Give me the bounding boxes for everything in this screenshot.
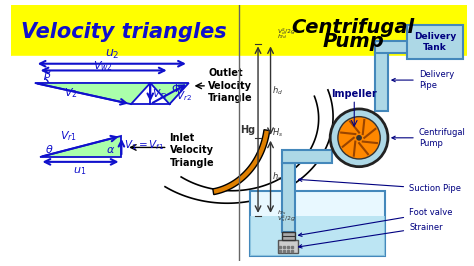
Text: $\theta$: $\theta$ [45, 143, 54, 155]
Polygon shape [40, 136, 121, 157]
Circle shape [338, 117, 380, 159]
Text: $u_2$: $u_2$ [105, 48, 119, 61]
Text: $V_{r1}$: $V_{r1}$ [60, 129, 77, 143]
Text: $V_1=V_{f1}$: $V_1=V_{f1}$ [124, 139, 164, 152]
Bar [250, 216, 385, 256]
Text: Hg: Hg [240, 125, 255, 135]
Text: $h_d$: $h_d$ [273, 84, 283, 97]
Bar [375, 41, 441, 53]
Polygon shape [213, 130, 270, 195]
Text: Strainer: Strainer [299, 223, 443, 248]
Text: $V_d^2/2g$: $V_d^2/2g$ [277, 26, 296, 37]
Text: $h_{fs}$: $h_{fs}$ [277, 208, 287, 217]
Text: $\alpha$: $\alpha$ [106, 145, 115, 155]
FancyBboxPatch shape [407, 25, 463, 59]
Text: $h_{fd}$: $h_{fd}$ [277, 32, 288, 41]
Bar [282, 150, 332, 163]
Text: $H_s$: $H_s$ [273, 127, 284, 139]
Bar [282, 232, 295, 240]
Circle shape [356, 135, 362, 141]
Text: Inlet
Velocity
Triangle: Inlet Velocity Triangle [170, 133, 214, 168]
Text: Pump: Pump [322, 32, 384, 51]
Text: $V_{w2}$: $V_{w2}$ [93, 60, 113, 73]
Bar [239, 5, 467, 56]
Text: $V_{r2}$: $V_{r2}$ [176, 90, 192, 103]
Bar [11, 5, 239, 56]
Circle shape [330, 109, 388, 167]
Text: $\Phi$: $\Phi$ [171, 82, 182, 94]
Bar [282, 163, 295, 232]
Text: $\beta$: $\beta$ [43, 68, 52, 82]
Bar [375, 44, 388, 111]
Text: Foot valve: Foot valve [299, 208, 453, 236]
Text: Outlet
Velocity
Triangle: Outlet Velocity Triangle [208, 68, 253, 103]
Text: Impeller: Impeller [331, 89, 377, 99]
Text: Delivery
Pipe: Delivery Pipe [392, 70, 454, 90]
Text: Suction Pipe: Suction Pipe [299, 178, 461, 193]
Polygon shape [150, 83, 189, 104]
Text: $V_s^2/2g$: $V_s^2/2g$ [277, 214, 296, 225]
Text: $h_s$: $h_s$ [273, 171, 283, 183]
Polygon shape [35, 83, 150, 104]
Text: $V_2$: $V_2$ [64, 87, 77, 101]
Text: $u_1$: $u_1$ [73, 165, 87, 177]
Text: Delivery
Tank: Delivery Tank [414, 32, 456, 52]
Bar [239, 56, 467, 261]
Text: Centrifugal
Pump: Centrifugal Pump [392, 128, 465, 148]
Text: Centrifugal: Centrifugal [292, 18, 415, 37]
Bar [11, 56, 239, 261]
Bar [278, 240, 299, 253]
Text: $V_{f2}$: $V_{f2}$ [152, 88, 168, 101]
Bar [250, 191, 385, 256]
Text: Velocity triangles: Velocity triangles [21, 22, 227, 42]
